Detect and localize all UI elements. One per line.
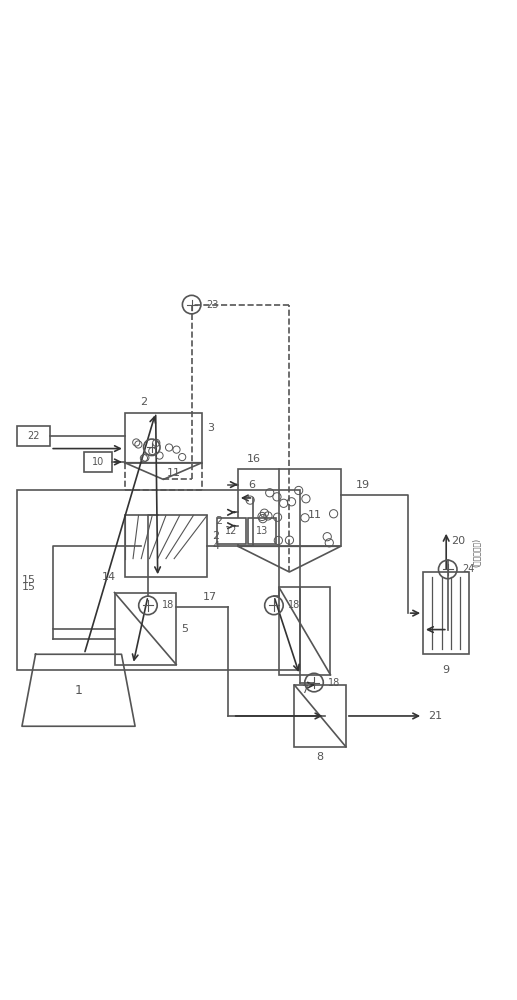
Text: 2: 2 xyxy=(141,397,148,407)
Text: 13: 13 xyxy=(256,526,268,536)
Text: 19: 19 xyxy=(356,480,370,490)
Bar xyxy=(248,518,277,544)
Text: 15: 15 xyxy=(22,582,36,592)
Text: 18: 18 xyxy=(288,600,300,610)
Text: 6: 6 xyxy=(248,480,255,490)
Bar xyxy=(125,515,207,577)
Text: 16: 16 xyxy=(247,454,261,464)
Text: 23: 23 xyxy=(206,300,218,310)
Text: 22: 22 xyxy=(27,431,40,441)
Text: 17: 17 xyxy=(203,592,217,602)
Text: 3: 3 xyxy=(207,423,214,433)
Text: 2: 2 xyxy=(212,531,219,541)
Text: 1: 1 xyxy=(74,684,82,697)
Text: 18: 18 xyxy=(162,600,175,610)
Bar xyxy=(17,490,300,670)
Text: 11: 11 xyxy=(167,468,181,478)
Text: 21: 21 xyxy=(428,711,443,721)
Text: 11: 11 xyxy=(308,510,322,520)
Text: 5: 5 xyxy=(181,624,188,634)
Text: 9: 9 xyxy=(443,665,450,675)
Text: 24: 24 xyxy=(462,564,475,574)
Text: (无害化飞灰): (无害化飞灰) xyxy=(472,538,481,567)
Text: 14: 14 xyxy=(102,572,116,582)
Text: 15: 15 xyxy=(22,575,36,585)
Text: 20: 20 xyxy=(451,536,465,546)
Polygon shape xyxy=(22,654,135,726)
Bar xyxy=(115,593,176,665)
Bar xyxy=(295,685,346,747)
Bar xyxy=(84,452,112,472)
Bar xyxy=(125,413,202,463)
Text: 4: 4 xyxy=(212,541,219,551)
Text: 7: 7 xyxy=(301,685,308,695)
Bar xyxy=(217,518,246,544)
Bar xyxy=(17,426,50,446)
Text: 10: 10 xyxy=(92,457,104,467)
Text: 12: 12 xyxy=(225,526,238,536)
Bar xyxy=(238,469,341,546)
Text: 18: 18 xyxy=(328,678,341,688)
Text: 8: 8 xyxy=(316,752,324,762)
Bar xyxy=(423,572,469,654)
Bar xyxy=(279,587,330,675)
Text: 2: 2 xyxy=(216,516,222,526)
